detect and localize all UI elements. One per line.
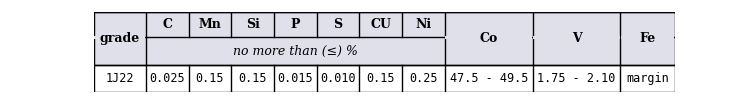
Text: Ni: Ni: [416, 18, 431, 31]
Text: 0.025: 0.025: [149, 72, 185, 85]
Text: 0.15: 0.15: [367, 72, 395, 85]
Text: C: C: [162, 18, 172, 31]
Bar: [533, 36, 620, 39]
Text: 47.5 - 49.5: 47.5 - 49.5: [449, 72, 528, 85]
Text: Co: Co: [480, 32, 498, 45]
Text: 0.15: 0.15: [196, 72, 224, 85]
Text: Si: Si: [246, 18, 259, 31]
Text: Fe: Fe: [640, 32, 656, 45]
Bar: [621, 36, 674, 39]
Text: 0.010: 0.010: [320, 72, 356, 85]
Text: 0.25: 0.25: [410, 72, 438, 85]
Text: S: S: [334, 18, 343, 31]
Text: 0.015: 0.015: [278, 72, 314, 85]
Text: 0.15: 0.15: [238, 72, 267, 85]
Bar: [94, 36, 146, 39]
Text: grade: grade: [100, 32, 140, 45]
Text: Mn: Mn: [199, 18, 221, 31]
Text: P: P: [291, 18, 300, 31]
Text: margin: margin: [626, 72, 669, 85]
Text: no more than (≤) %: no more than (≤) %: [233, 44, 358, 57]
Text: 1.75 - 2.10: 1.75 - 2.10: [537, 72, 616, 85]
Bar: [94, 12, 675, 65]
Text: V: V: [572, 32, 581, 45]
Text: CU: CU: [370, 18, 392, 31]
Bar: [446, 36, 532, 39]
Text: 1J22: 1J22: [106, 72, 134, 85]
